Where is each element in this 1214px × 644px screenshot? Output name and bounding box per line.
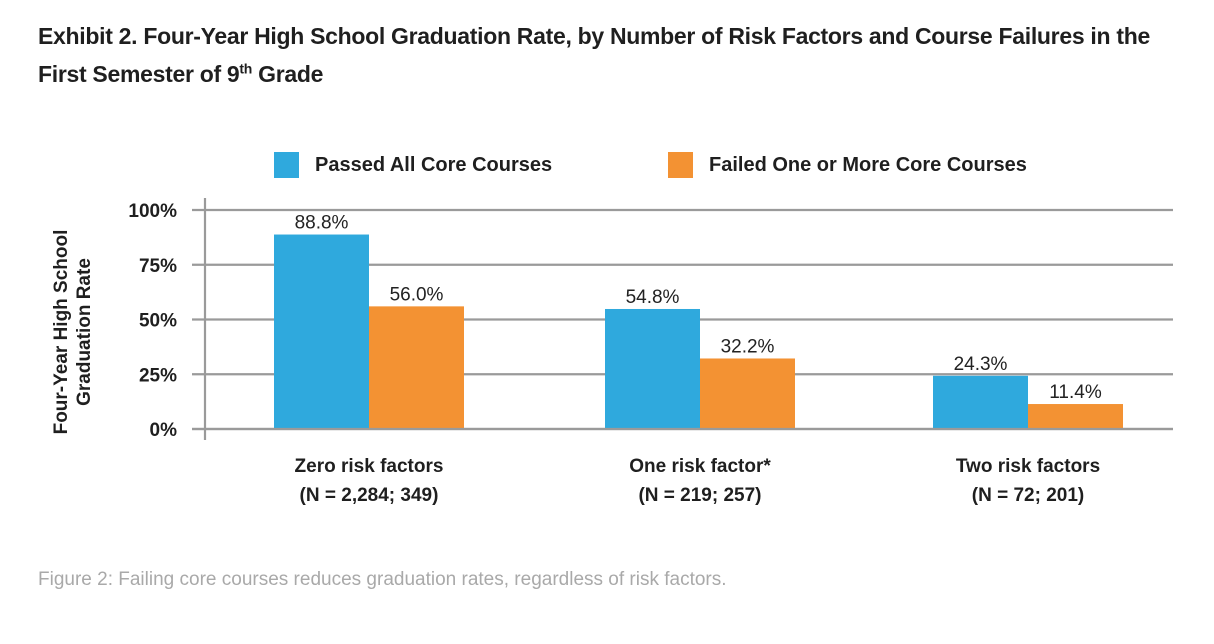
chart-title: Exhibit 2. Four-Year High School Graduat… — [38, 17, 1198, 93]
y-tick-label: 100% — [128, 201, 177, 222]
y-tick-label: 25% — [139, 365, 177, 386]
legend-item-failed: Failed One or More Core Courses — [668, 151, 1027, 179]
chart-title-text: Exhibit 2. Four-Year High School Graduat… — [38, 23, 1150, 87]
data-label: 54.8% — [626, 287, 680, 308]
data-label: 11.4% — [1049, 382, 1102, 403]
bar-failed — [700, 358, 795, 429]
legend-label-passed: Passed All Core Courses — [315, 153, 553, 176]
figure-caption: Figure 2: Failing core courses reduces g… — [38, 569, 727, 590]
bar-failed — [1028, 404, 1123, 429]
bar-passed — [605, 308, 700, 429]
data-label: 32.2% — [721, 336, 775, 357]
bar-passed — [933, 375, 1028, 429]
chart-title-superscript: th — [239, 60, 253, 77]
legend-item-passed: Passed All Core Courses — [274, 151, 552, 179]
category-n: (N = 219; 257) — [638, 485, 762, 506]
category-label-one: One risk factor* (N = 219; 257) — [629, 452, 771, 510]
category-name: One risk factor* — [629, 456, 771, 477]
bar-failed — [369, 306, 464, 429]
chart-title-end: Grade — [252, 61, 324, 87]
legend-swatch-failed — [668, 152, 693, 178]
category-name: Zero risk factors — [294, 456, 444, 477]
y-tick-label: 0% — [150, 420, 178, 441]
data-label: 24.3% — [954, 354, 1008, 375]
legend-label-failed: Failed One or More Core Courses — [709, 153, 1027, 176]
category-n: (N = 72; 201) — [971, 485, 1085, 506]
bar-passed — [274, 234, 369, 429]
data-label: 56.0% — [390, 284, 444, 305]
category-n: (N = 2,284; 349) — [299, 485, 439, 506]
category-label-two: Two risk factors (N = 72; 201) — [956, 452, 1100, 510]
legend-swatch-passed — [274, 152, 299, 178]
data-label: 88.8% — [295, 213, 349, 234]
category-label-zero: Zero risk factors (N = 2,284; 349) — [295, 452, 444, 510]
y-tick-label: 75% — [139, 256, 177, 277]
y-tick-label: 50% — [139, 311, 177, 332]
category-name: Two risk factors — [955, 456, 1101, 477]
